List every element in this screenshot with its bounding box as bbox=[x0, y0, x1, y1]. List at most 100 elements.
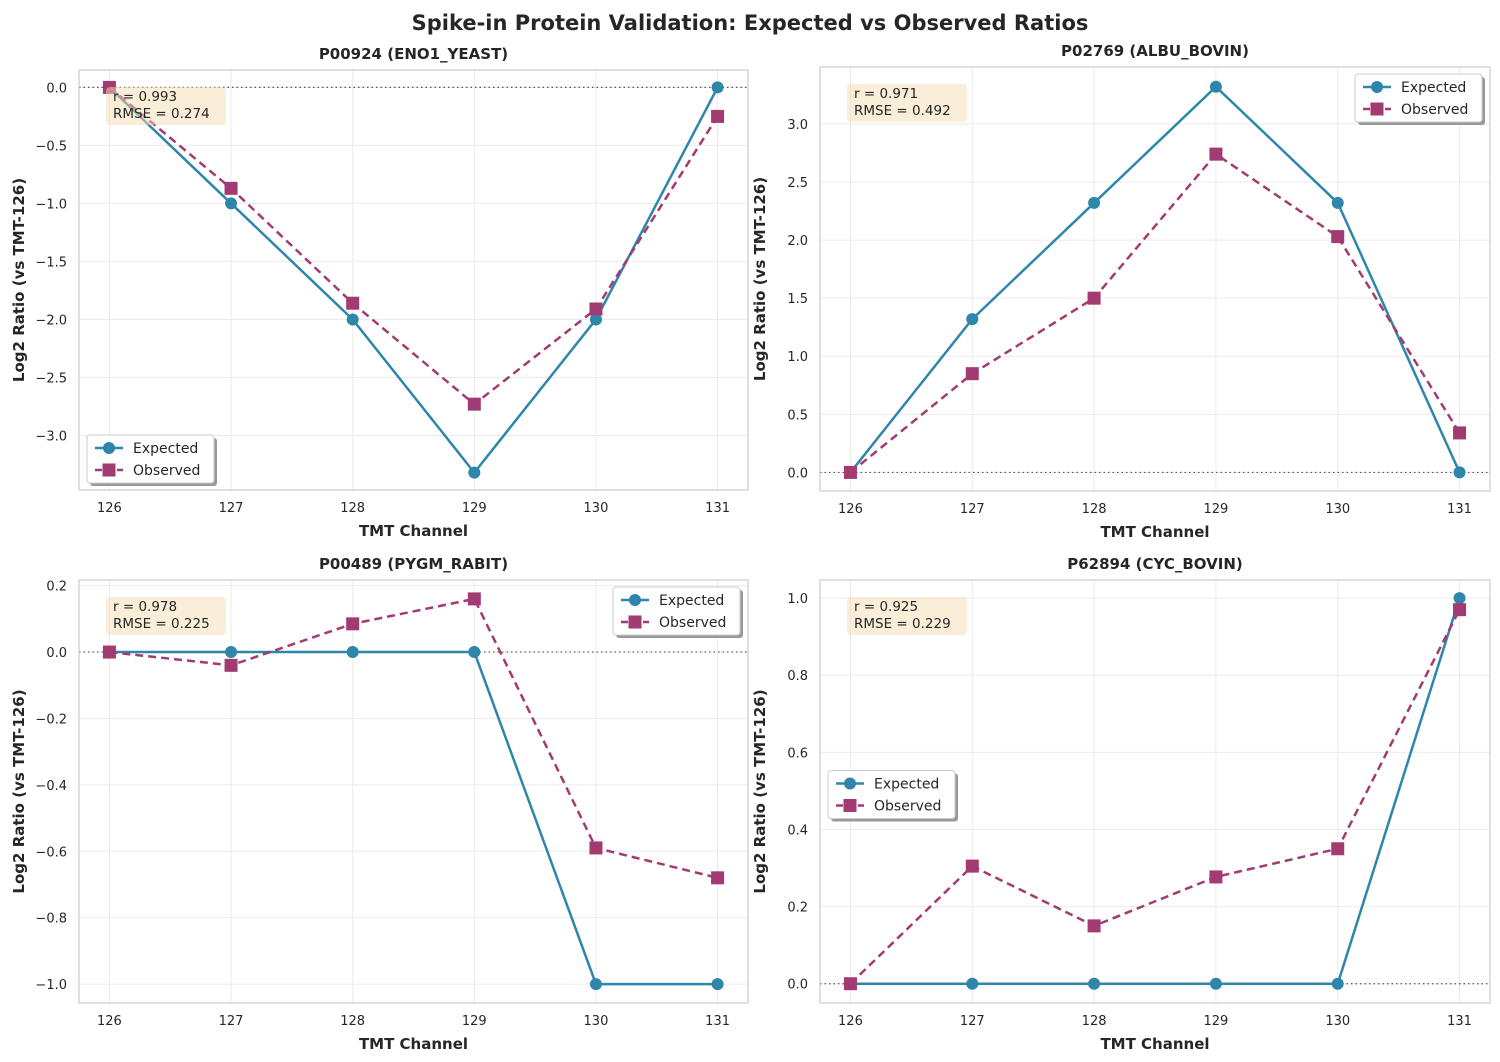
subplot-title: P00489 (PYGM_RABIT) bbox=[319, 555, 508, 573]
legend-marker-circle-icon bbox=[1371, 81, 1383, 93]
observed-point bbox=[965, 367, 979, 381]
stats-text: RMSE = 0.492 bbox=[854, 103, 951, 119]
legend-marker-square-icon bbox=[102, 463, 116, 477]
observed-point bbox=[1331, 842, 1345, 856]
subplot-title: P62894 (CYC_BOVIN) bbox=[1067, 555, 1242, 573]
y-tick-label: 0.6 bbox=[787, 746, 808, 761]
subplot-title: P02769 (ALBU_BOVIN) bbox=[1061, 42, 1249, 60]
y-tick-label: −3.0 bbox=[35, 429, 67, 444]
expected-point bbox=[468, 646, 481, 659]
stats-text: RMSE = 0.225 bbox=[113, 616, 210, 632]
stats-box bbox=[847, 84, 967, 122]
x-tick-label: 127 bbox=[960, 502, 985, 517]
expected-point bbox=[1088, 977, 1101, 990]
expected-point bbox=[589, 313, 602, 326]
expected-point bbox=[346, 313, 359, 326]
y-tick-label: 0.2 bbox=[787, 901, 808, 916]
axes-frame bbox=[78, 579, 749, 1004]
x-tick-label: 127 bbox=[960, 1014, 985, 1029]
series-line-observed bbox=[849, 152, 1461, 474]
subplot-2: 126 127 128 129 130 131 0.0 0.5 1.0 1.5 2.0 2.5 3.0 P… bbox=[751, 42, 1491, 541]
subplot-3: 126 127 128 129 130 131 0.2 0.0 −0.2 −0.4 −0.6 −0.8… bbox=[10, 555, 749, 1053]
plot-area bbox=[79, 580, 748, 1003]
axes-frame bbox=[819, 579, 1491, 1004]
legend-label: Observed bbox=[133, 463, 200, 479]
y-tick-label: 2.5 bbox=[787, 176, 808, 191]
x-tick-label: 131 bbox=[1447, 1014, 1472, 1029]
series-line-expected bbox=[850, 597, 1461, 985]
x-axis-label: TMT Channel bbox=[1100, 1035, 1209, 1053]
observed-point bbox=[711, 871, 725, 885]
subplot-title: P00924 (ENO1_YEAST) bbox=[319, 45, 508, 63]
legend-label: Observed bbox=[874, 799, 941, 815]
y-tick-label: 1.5 bbox=[787, 292, 808, 307]
legend-marker-square-icon bbox=[628, 615, 642, 629]
x-tick-label: 130 bbox=[584, 1014, 609, 1029]
x-tick-label: 130 bbox=[1325, 502, 1350, 517]
legend-label: Observed bbox=[1401, 102, 1468, 118]
plot-area bbox=[820, 67, 1490, 491]
legend: Expected Observed bbox=[86, 434, 217, 486]
expected-point bbox=[589, 978, 602, 991]
series-line-observed bbox=[109, 597, 718, 880]
figure-title: Spike-in Protein Validation: Expected vs… bbox=[412, 11, 1089, 35]
x-tick-label: 128 bbox=[340, 501, 365, 516]
y-tick-label: 0.0 bbox=[46, 81, 67, 96]
stats-text: RMSE = 0.274 bbox=[113, 106, 210, 122]
stats-box bbox=[106, 87, 226, 125]
expected-point bbox=[1331, 977, 1344, 990]
expected-point bbox=[1209, 80, 1222, 93]
stats-text: r = 0.993 bbox=[113, 89, 177, 105]
observed-point bbox=[224, 658, 238, 672]
observed-point bbox=[1453, 426, 1467, 440]
axes-frame bbox=[78, 69, 749, 491]
series-line-observed bbox=[108, 86, 719, 406]
legend-label: Expected bbox=[659, 593, 724, 609]
x-tick-label: 126 bbox=[838, 1014, 863, 1029]
expected-point bbox=[346, 646, 359, 659]
observed-point bbox=[467, 592, 481, 606]
y-axis-label: Log2 Ratio (vs TMT-126) bbox=[751, 177, 769, 381]
x-tick-label: 128 bbox=[1082, 502, 1107, 517]
y-tick-label: 0.0 bbox=[787, 466, 808, 481]
observed-point bbox=[965, 859, 979, 873]
observed-point bbox=[589, 302, 603, 316]
legend-label: Expected bbox=[874, 777, 939, 793]
y-tick-label: −0.6 bbox=[35, 845, 67, 860]
y-tick-label: 0.0 bbox=[46, 646, 67, 661]
y-tick-label: 1.0 bbox=[787, 592, 808, 607]
observed-point bbox=[467, 397, 481, 411]
expected-point bbox=[225, 197, 238, 210]
y-tick-label: 0.4 bbox=[787, 823, 808, 838]
x-tick-label: 131 bbox=[705, 501, 730, 516]
legend-label: Expected bbox=[133, 441, 198, 457]
y-tick-label: −2.5 bbox=[35, 371, 67, 386]
x-tick-label: 128 bbox=[1082, 1014, 1107, 1029]
y-tick-label: −1.0 bbox=[35, 197, 67, 212]
observed-point bbox=[1453, 603, 1467, 617]
y-tick-label: 0.2 bbox=[46, 580, 67, 595]
x-tick-label: 128 bbox=[340, 1014, 365, 1029]
series-line-expected bbox=[108, 86, 719, 475]
observed-point bbox=[1331, 230, 1345, 244]
y-tick-label: 0.0 bbox=[787, 978, 808, 993]
legend: Expected Observed bbox=[827, 770, 958, 822]
x-tick-label: 126 bbox=[838, 502, 863, 517]
x-tick-label: 129 bbox=[1203, 502, 1228, 517]
legend-label: Observed bbox=[659, 615, 726, 631]
series-line-observed bbox=[849, 609, 1461, 985]
observed-point bbox=[224, 181, 238, 195]
y-tick-label: −0.5 bbox=[35, 139, 67, 154]
observed-point bbox=[1087, 291, 1101, 305]
stats-text: r = 0.971 bbox=[854, 86, 918, 102]
legend: Expected Observed bbox=[1354, 73, 1485, 125]
stats-text: r = 0.925 bbox=[854, 599, 918, 615]
legend-marker-square-icon bbox=[843, 799, 857, 812]
x-axis-label: TMT Channel bbox=[359, 1035, 468, 1053]
y-tick-label: 3.0 bbox=[787, 118, 808, 133]
